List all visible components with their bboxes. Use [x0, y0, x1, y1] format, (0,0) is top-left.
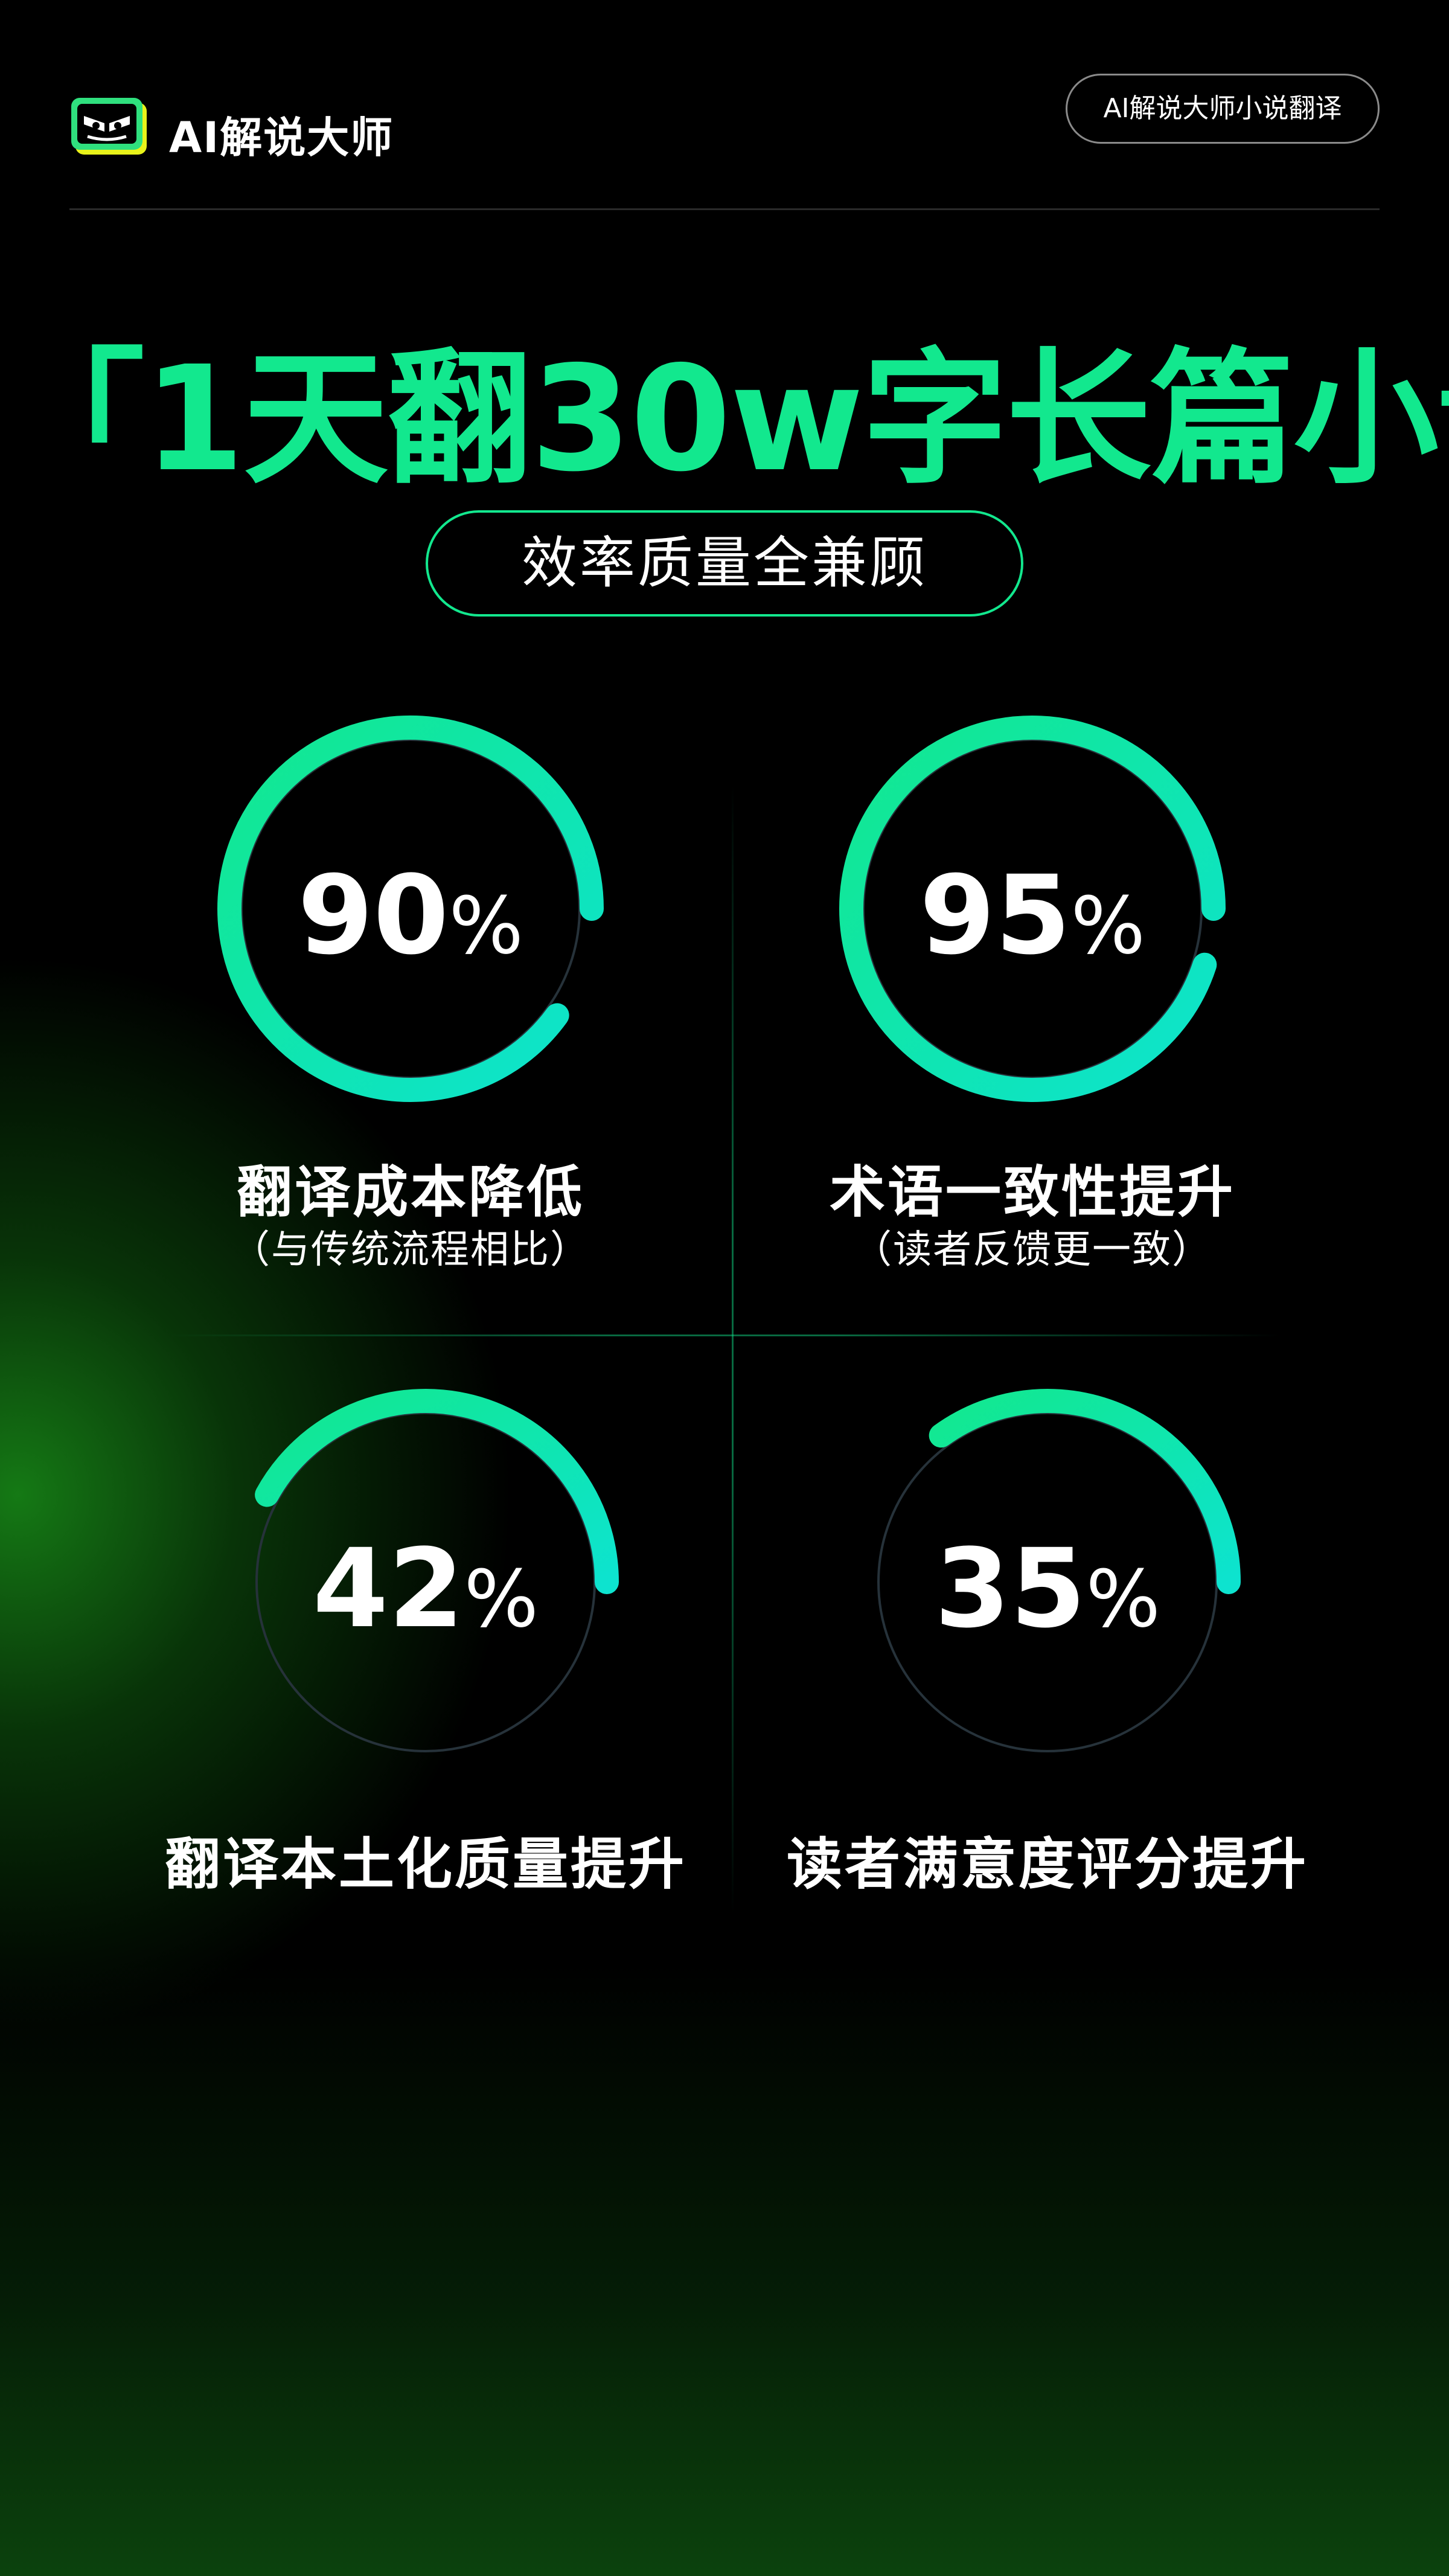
- stat-percentage: 95%: [731, 853, 1334, 979]
- stat-value: 42: [312, 1526, 464, 1652]
- stat-card-satisfaction: 35% 读者满意度评分提升: [746, 1386, 1349, 1899]
- percent-sign: %: [1070, 880, 1146, 972]
- bottom-green-glow: [0, 1962, 1449, 2576]
- progress-ring: [255, 1389, 619, 1752]
- stat-note: （与传统流程相比）: [231, 1228, 590, 1272]
- stat-value: 95: [919, 853, 1071, 979]
- percent-sign: %: [464, 1553, 539, 1645]
- ring-progress-arc: [255, 1389, 619, 1594]
- subtitle-pill: 效率质量全兼顾: [426, 510, 1023, 617]
- stat-card-terminology: 95% 术语一致性提升 （读者反馈更一致）: [731, 713, 1334, 1286]
- stat-percentage: 90%: [109, 853, 712, 979]
- ring-progress-arc: [839, 716, 1226, 1102]
- stat-value: 90: [297, 853, 449, 979]
- progress-ring: [877, 1389, 1241, 1752]
- percent-sign: %: [1086, 1553, 1161, 1645]
- header: AI解说大师 AI解说大师小说翻译: [69, 74, 1380, 169]
- stat-card-cost: 90% 翻译成本降低 （与传统流程相比）: [109, 713, 712, 1286]
- stat-percentage: 42%: [124, 1526, 728, 1652]
- headline: 「1天翻30w字长篇小说」: [0, 335, 1449, 504]
- stat-card-localization: 42% 翻译本土化质量提升: [124, 1386, 728, 1899]
- logo-icon: [71, 98, 147, 155]
- header-divider: [69, 208, 1380, 210]
- progress-ring: [217, 716, 604, 1102]
- stat-label: 读者满意度评分提升: [786, 1832, 1308, 1897]
- stat-label: 翻译成本降低: [236, 1160, 584, 1225]
- stat-label: 翻译本土化质量提升: [164, 1832, 686, 1897]
- brand-name: AI解说大师: [169, 113, 394, 162]
- stat-note: （读者反馈更一致）: [853, 1228, 1212, 1272]
- ring-progress-arc: [929, 1389, 1241, 1594]
- stat-value: 35: [934, 1526, 1086, 1652]
- grid-vertical-divider: [732, 785, 734, 1914]
- percent-sign: %: [449, 880, 524, 972]
- progress-ring: [839, 716, 1226, 1102]
- grid-horizontal-divider: [169, 1334, 1280, 1336]
- ring-progress-arc: [217, 716, 604, 1102]
- stat-label: 术语一致性提升: [829, 1160, 1235, 1225]
- stat-percentage: 35%: [746, 1526, 1349, 1652]
- product-pill-button[interactable]: AI解说大师小说翻译: [1066, 74, 1380, 144]
